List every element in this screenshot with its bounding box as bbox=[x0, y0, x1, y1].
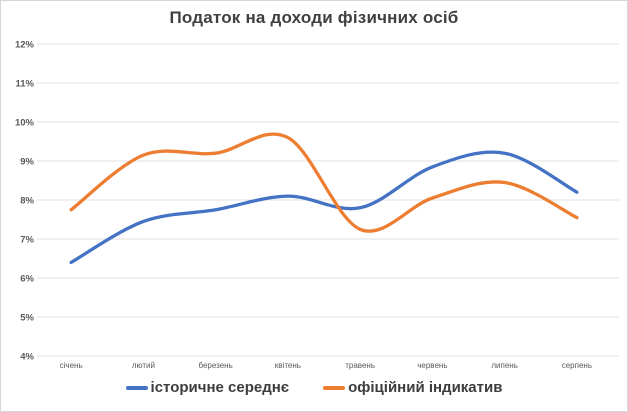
y-axis-tick-label: 5% bbox=[20, 313, 34, 324]
x-axis-tick-label: січень bbox=[60, 361, 83, 370]
y-axis-tick-label: 7% bbox=[20, 235, 34, 246]
legend-item-historical-average: історичне середнє bbox=[125, 379, 290, 396]
y-axis-tick-label: 4% bbox=[20, 352, 34, 363]
legend-line-marker-blue bbox=[125, 385, 148, 390]
x-axis-tick-label: липень bbox=[491, 361, 518, 370]
x-axis-tick-label: червень bbox=[417, 361, 447, 370]
legend-label: історичне середнє bbox=[150, 379, 290, 396]
series-line-historical-average bbox=[69, 150, 579, 265]
x-axis-tick-label: лютий bbox=[132, 361, 155, 370]
x-axis-tick-label: квітень bbox=[275, 361, 301, 370]
y-axis-tick-label: 12% bbox=[15, 40, 35, 51]
y-axis-tick-label: 8% bbox=[20, 196, 34, 207]
legend-item-official-indicative: офіційний індикатив bbox=[323, 379, 502, 396]
x-axis-tick-label: березень bbox=[198, 361, 232, 370]
series-line-official-indicative bbox=[69, 132, 579, 233]
legend-label: офіційний індикатив bbox=[348, 379, 503, 396]
chart-title: Податок на доходи фізичних осіб bbox=[169, 8, 459, 27]
x-axis-tick-label: травень bbox=[345, 361, 375, 370]
chart-legend: історичне середнє офіційний індикатив bbox=[1, 379, 627, 396]
legend-line-marker-orange bbox=[323, 385, 346, 390]
y-axis-tick-label: 11% bbox=[16, 79, 35, 90]
y-axis-tick-label: 9% bbox=[20, 157, 34, 168]
x-axis-tick-label: серпень bbox=[562, 361, 592, 370]
y-axis-tick-label: 6% bbox=[20, 274, 34, 285]
y-axis-tick-label: 10% bbox=[15, 118, 35, 129]
